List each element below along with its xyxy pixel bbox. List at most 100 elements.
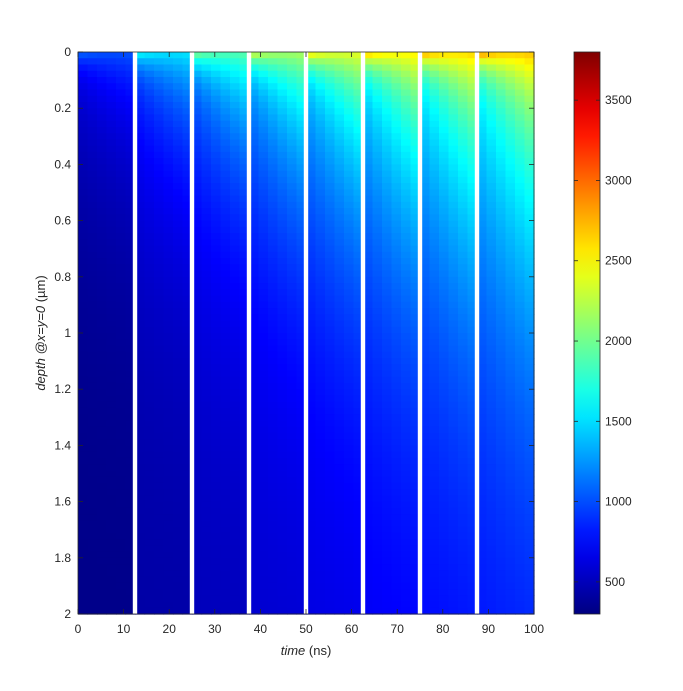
heatmap-cell bbox=[287, 595, 298, 603]
heatmap-cell bbox=[448, 126, 459, 134]
heatmap-cell bbox=[220, 589, 231, 596]
heatmap-cell bbox=[125, 557, 136, 565]
heatmap-cell bbox=[458, 457, 469, 465]
heatmap-cell bbox=[477, 114, 488, 122]
heatmap-cell bbox=[505, 333, 516, 340]
heatmap-cell bbox=[220, 283, 231, 290]
heatmap-cell bbox=[154, 64, 165, 72]
heatmap-cell bbox=[106, 464, 117, 471]
heatmap-cell bbox=[429, 258, 440, 265]
heatmap-cell bbox=[325, 345, 336, 353]
heatmap-cell bbox=[524, 126, 535, 134]
heatmap-cell bbox=[163, 264, 174, 272]
heatmap-cell bbox=[420, 95, 431, 103]
heatmap-cell bbox=[505, 289, 516, 297]
heatmap-cell bbox=[315, 333, 326, 340]
heatmap-cell bbox=[211, 126, 222, 134]
heatmap-cell bbox=[116, 114, 127, 122]
heatmap-cell bbox=[287, 482, 298, 490]
heatmap-cell bbox=[410, 189, 421, 197]
heatmap-cell bbox=[353, 76, 364, 84]
heatmap-cell bbox=[524, 426, 535, 434]
heatmap-cell bbox=[458, 239, 469, 247]
heatmap-cell bbox=[372, 58, 383, 66]
heatmap-cell bbox=[201, 195, 212, 203]
heatmap-cell bbox=[296, 432, 307, 440]
heatmap-cell bbox=[325, 295, 336, 303]
heatmap-cell bbox=[467, 133, 478, 141]
heatmap-cell bbox=[211, 183, 222, 190]
heatmap-cell bbox=[353, 389, 364, 397]
heatmap-cell bbox=[439, 220, 450, 228]
heatmap-cell bbox=[268, 183, 279, 190]
heatmap-cell bbox=[439, 314, 450, 322]
heatmap-cell bbox=[334, 476, 345, 484]
heatmap-cell bbox=[154, 201, 165, 209]
heatmap-cell bbox=[87, 320, 98, 328]
heatmap-cell bbox=[173, 308, 184, 315]
heatmap-cell bbox=[372, 64, 383, 72]
heatmap-cell bbox=[78, 226, 89, 234]
heatmap-cell bbox=[125, 570, 136, 578]
heatmap-cell bbox=[239, 451, 250, 459]
heatmap-cell bbox=[135, 395, 146, 403]
heatmap-cell bbox=[420, 295, 431, 303]
heatmap-cell bbox=[496, 476, 507, 484]
heatmap-cell bbox=[505, 476, 516, 484]
heatmap-cell bbox=[353, 52, 364, 59]
heatmap-cell bbox=[325, 114, 336, 122]
heatmap-cell bbox=[372, 101, 383, 109]
heatmap-cell bbox=[211, 382, 222, 390]
heatmap-cell bbox=[192, 470, 203, 478]
heatmap-cell bbox=[239, 239, 250, 247]
heatmap-cell bbox=[486, 95, 497, 103]
heatmap-cell bbox=[249, 539, 260, 546]
heatmap-cell bbox=[144, 432, 155, 440]
heatmap-cell bbox=[420, 239, 431, 247]
heatmap-cell bbox=[125, 351, 136, 359]
heatmap-cell bbox=[220, 364, 231, 372]
heatmap-cell bbox=[420, 551, 431, 559]
heatmap-cell bbox=[116, 151, 127, 159]
heatmap-cell bbox=[420, 264, 431, 272]
heatmap-cell bbox=[106, 264, 117, 272]
heatmap-cell bbox=[249, 114, 260, 122]
heatmap-cell bbox=[410, 270, 421, 278]
heatmap-cell bbox=[296, 551, 307, 559]
heatmap-cell bbox=[144, 426, 155, 434]
heatmap-cell bbox=[125, 520, 136, 528]
heatmap-cell bbox=[258, 108, 269, 116]
heatmap-cell bbox=[496, 214, 507, 222]
heatmap-cell bbox=[515, 201, 526, 209]
heatmap-cell bbox=[325, 308, 336, 315]
heatmap-cell bbox=[106, 445, 117, 453]
heatmap-cell bbox=[239, 245, 250, 253]
heatmap-cell bbox=[410, 89, 421, 97]
heatmap-cell bbox=[154, 370, 165, 378]
heatmap-cell bbox=[268, 114, 279, 122]
heatmap-cell bbox=[325, 376, 336, 384]
heatmap-cell bbox=[163, 545, 174, 553]
heatmap-cell bbox=[344, 557, 355, 565]
heatmap-cell bbox=[353, 476, 364, 484]
heatmap-cell bbox=[192, 314, 203, 322]
heatmap-cell bbox=[496, 426, 507, 434]
heatmap-cell bbox=[353, 283, 364, 290]
heatmap-cell bbox=[201, 451, 212, 459]
heatmap-cell bbox=[325, 414, 336, 422]
heatmap-cell bbox=[220, 289, 231, 297]
heatmap-cell bbox=[201, 145, 212, 153]
heatmap-cell bbox=[201, 208, 212, 215]
heatmap-cell bbox=[505, 389, 516, 397]
heatmap-cell bbox=[315, 401, 326, 409]
y-tick-label: 2 bbox=[64, 607, 71, 621]
heatmap-cell bbox=[201, 426, 212, 434]
heatmap-cell bbox=[192, 407, 203, 415]
heatmap-cell bbox=[173, 357, 184, 365]
heatmap-cell bbox=[287, 208, 298, 215]
heatmap-cell bbox=[429, 164, 440, 172]
heatmap-cell bbox=[106, 183, 117, 190]
heatmap-cell bbox=[429, 270, 440, 278]
heatmap-cell bbox=[78, 320, 89, 328]
heatmap-cell bbox=[505, 495, 516, 503]
